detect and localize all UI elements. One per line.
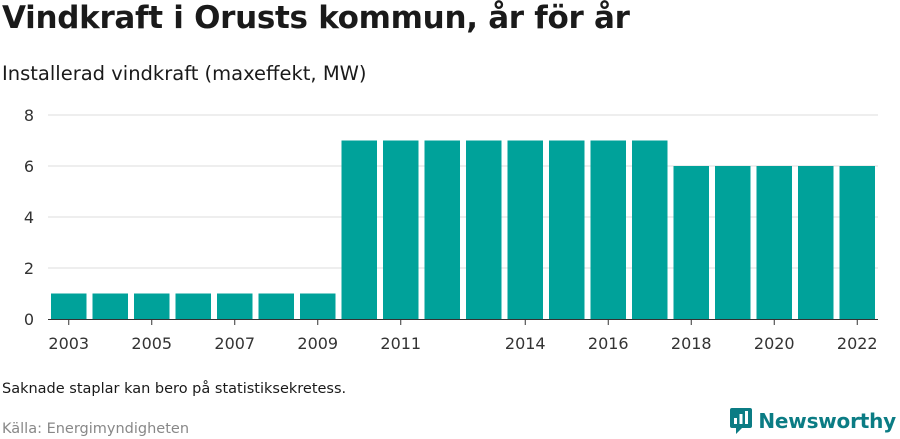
bar-2017 — [632, 140, 668, 319]
bar-2015 — [549, 140, 585, 319]
bar-2005 — [134, 293, 170, 319]
x-tick-label-2007: 2007 — [214, 334, 255, 353]
footnote: Saknade staplar kan bero på statistiksek… — [2, 381, 347, 397]
bar-2016 — [590, 140, 626, 319]
brand-logo: Newsworthy — [729, 407, 896, 435]
y-tick-label-4: 4 — [24, 208, 34, 227]
chart-subtitle: Installerad vindkraft (maxeffekt, MW) — [2, 62, 367, 85]
newsworthy-logo-icon — [730, 408, 753, 434]
y-tick-label-2: 2 — [24, 259, 34, 278]
x-tick-label-2009: 2009 — [297, 334, 338, 353]
bar-2004 — [92, 293, 128, 319]
x-tick-label-2022: 2022 — [837, 334, 878, 353]
y-tick-label-6: 6 — [24, 157, 34, 176]
x-tick-label-2011: 2011 — [380, 334, 421, 353]
bar-2021 — [798, 166, 834, 319]
y-tick-label-0: 0 — [24, 310, 34, 329]
bar-2010 — [341, 140, 377, 319]
x-tick-label-2020: 2020 — [754, 334, 795, 353]
x-tick-label-2016: 2016 — [588, 334, 629, 353]
bar-2014 — [507, 140, 543, 319]
source-credit: Källa: Energimyndigheten — [2, 421, 190, 437]
x-tick-label-2003: 2003 — [48, 334, 89, 353]
bar-2006 — [175, 293, 211, 319]
bar-2003 — [51, 293, 87, 319]
bar-2011 — [383, 140, 419, 319]
chart-title: Vindkraft i Orusts kommun, år för år — [2, 0, 630, 36]
bar-2018 — [673, 166, 709, 319]
bar-2012 — [424, 140, 460, 319]
bar-2007 — [217, 293, 253, 319]
bar-2008 — [258, 293, 294, 319]
bar-2013 — [466, 140, 502, 319]
x-tick-label-2018: 2018 — [671, 334, 712, 353]
bar-2020 — [756, 166, 792, 319]
x-tick-label-2005: 2005 — [131, 334, 172, 353]
x-tick-label-2014: 2014 — [505, 334, 546, 353]
y-tick-label-8: 8 — [24, 106, 34, 125]
brand-name: Newsworthy — [758, 409, 896, 433]
bar-2022 — [839, 166, 875, 319]
bar-2019 — [715, 166, 751, 319]
bar-2009 — [300, 293, 336, 319]
